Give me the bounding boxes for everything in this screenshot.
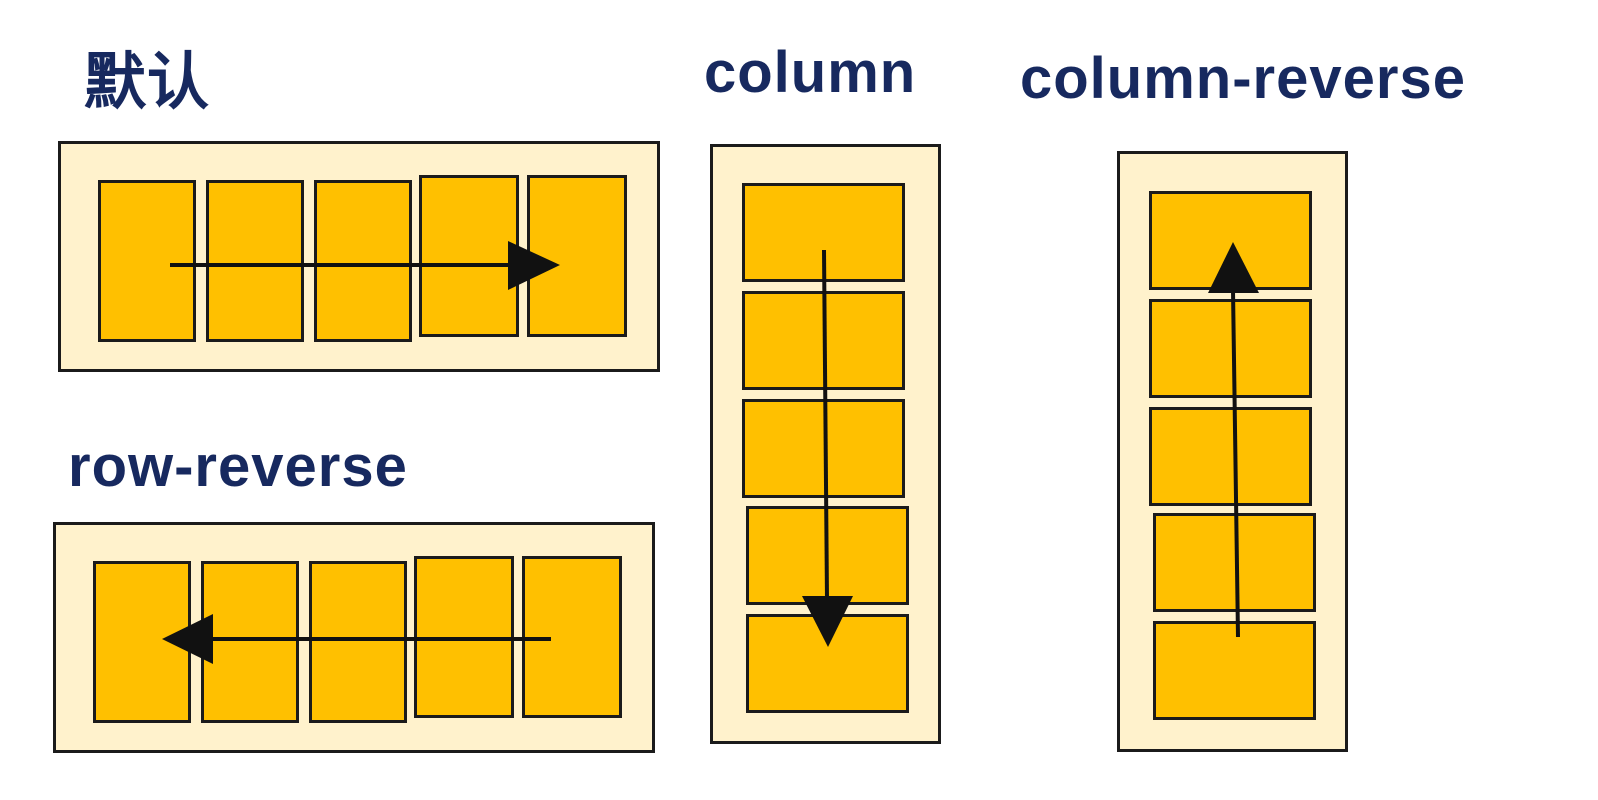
flex-item [93,561,191,723]
flex-container-row-reverse [53,522,655,753]
flex-item [742,291,905,390]
flex-item [1149,191,1312,290]
flex-item [1149,299,1312,398]
flex-item [419,175,519,337]
flex-item [414,556,514,718]
flex-item [522,556,622,718]
flex-container-column [710,144,941,744]
flex-item [1153,513,1316,612]
flex-item [742,399,905,498]
panel-title-column: column [704,40,917,105]
flex-item [201,561,299,723]
flex-item [1149,407,1312,506]
flex-container-column-reverse [1117,151,1348,752]
flex-item [527,175,627,337]
flex-item [746,506,909,605]
flex-item [314,180,412,342]
flex-item [309,561,407,723]
flex-item [206,180,304,342]
flex-item [746,614,909,713]
panel-title-default: 默认 [84,48,211,117]
flex-item [742,183,905,282]
flex-container-default [58,141,660,372]
flex-item [1153,621,1316,720]
panel-title-column-reverse: column-reverse [1020,46,1466,111]
panel-title-row-reverse: row-reverse [68,434,408,499]
flex-item [98,180,196,342]
